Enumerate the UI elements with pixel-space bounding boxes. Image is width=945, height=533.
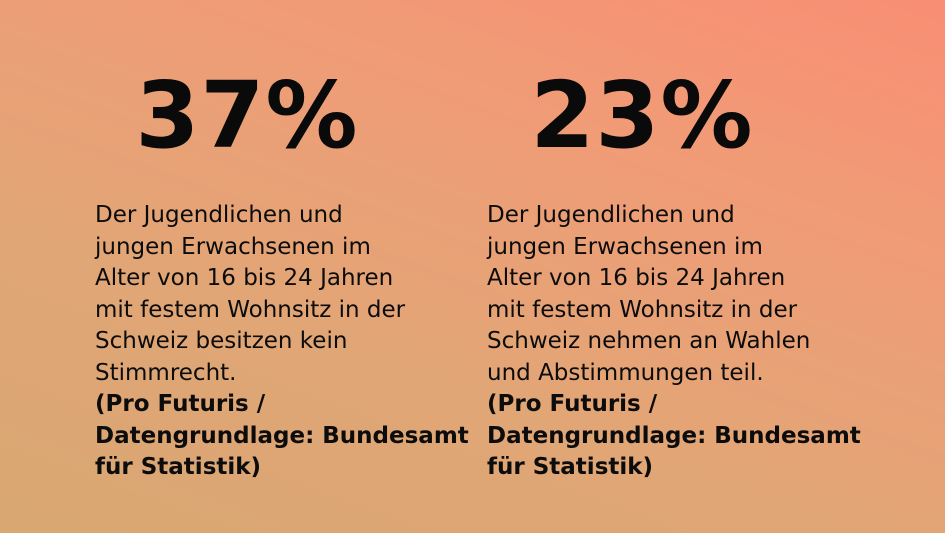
stat-description: Der Jugendlichen und jungen Erwachsenen … xyxy=(487,202,811,386)
stat-source: (Pro Futuris / Datengrundlage: Bundesamt… xyxy=(487,391,861,480)
stat-source: (Pro Futuris / Datengrundlage: Bundesamt… xyxy=(95,391,469,480)
stat-description: Der Jugendlichen und jungen Erwachsenen … xyxy=(95,202,406,386)
stat-percentage: 37% xyxy=(135,62,359,169)
stat-percentage: 23% xyxy=(530,62,754,169)
